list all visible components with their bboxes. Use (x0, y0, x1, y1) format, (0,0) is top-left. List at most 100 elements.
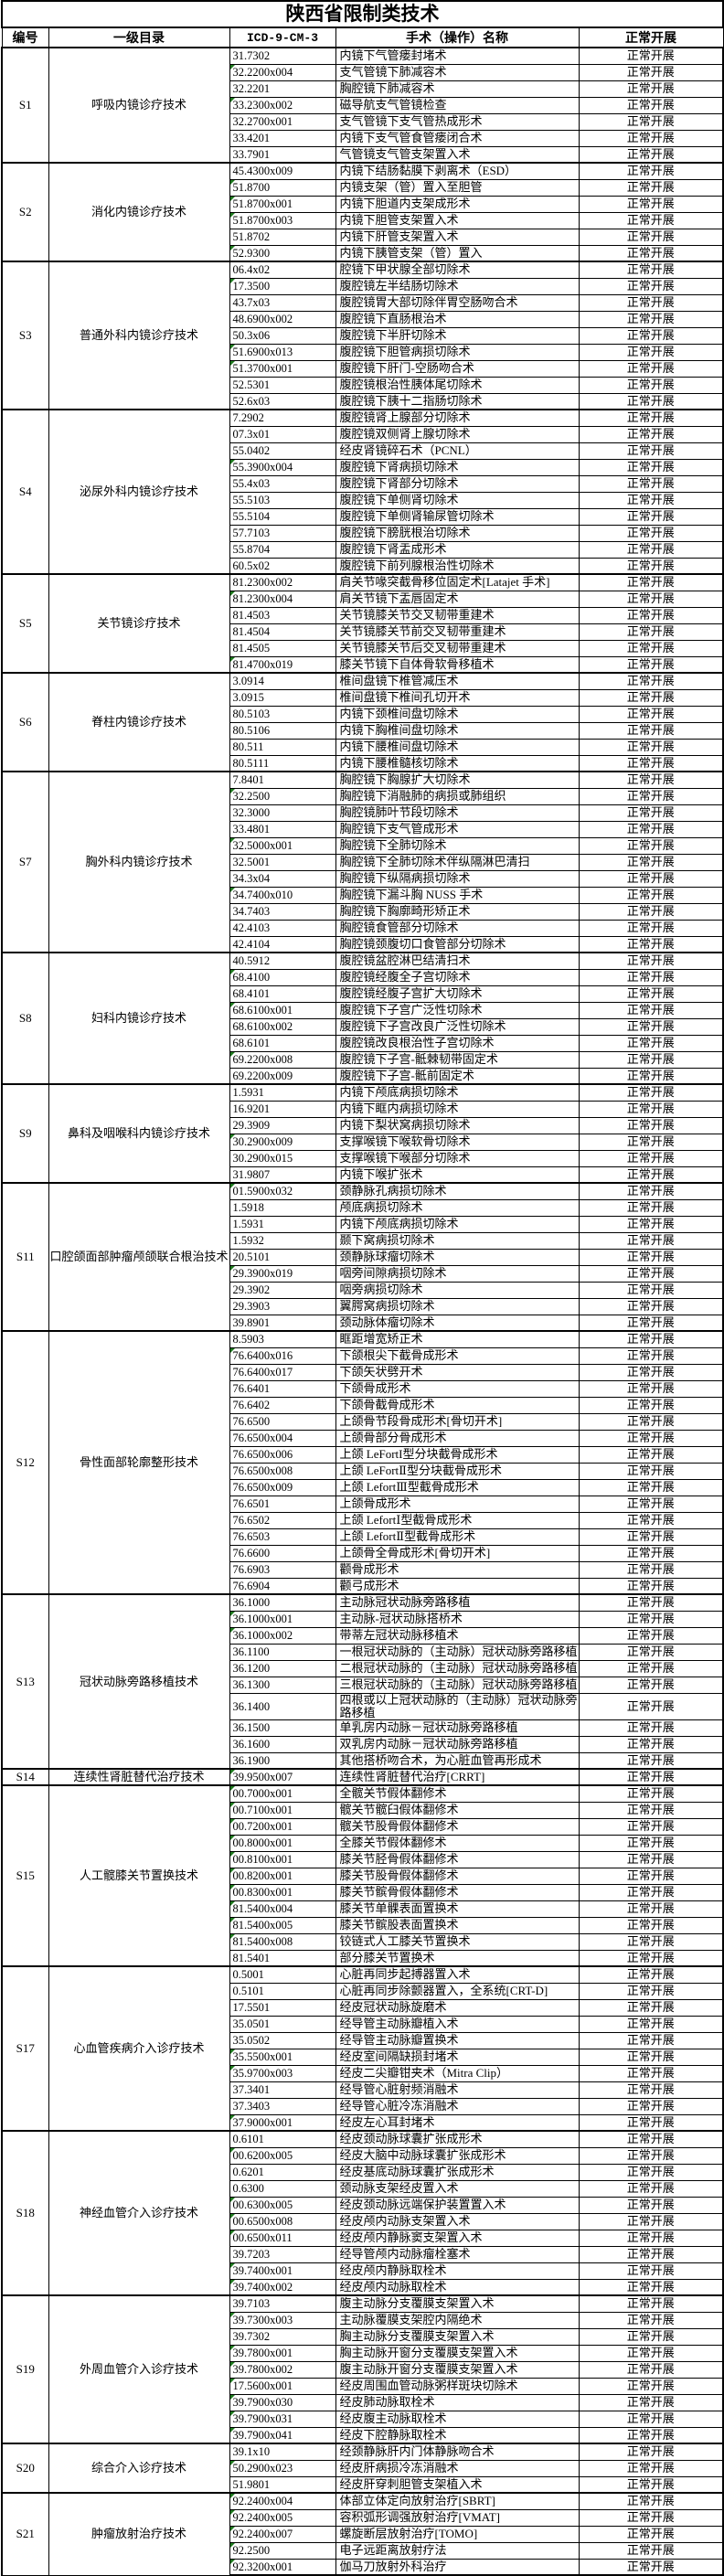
operation-name-cell: 气管镜支气管支架置入术 (335, 145, 580, 164)
table-row: 76.6500 上颌骨节段骨成形术[骨切开术] 正常开展 (2, 1412, 724, 1431)
operation-name-cell: 颈动脉体瘤切除术 (335, 1314, 580, 1332)
icd-code-cell: 8.5903 (229, 1330, 336, 1348)
operation-name-cell: 腹腔镜下肾病损切除术 (335, 458, 580, 476)
status-cell: 正常开展 (578, 474, 724, 493)
column-header-category: 一级目录 (48, 27, 230, 48)
status-cell: 正常开展 (578, 1817, 724, 1836)
status-cell: 正常开展 (578, 2015, 724, 2033)
operation-name-cell: 腹腔镜肾上腺部分切除术 (335, 409, 580, 427)
table-row: 00.8300x001 膝关节髌骨假体翻修术 正常开展 (2, 1883, 724, 1901)
operation-name-cell: 颧弓成形术 (335, 1577, 580, 1595)
icd-code-cell: 36.1400 (229, 1692, 336, 1720)
excel-flag-icon (230, 2510, 235, 2515)
status-cell: 正常开展 (578, 1182, 724, 1200)
icd-code-cell: 76.6500 (229, 1412, 336, 1431)
status-cell: 正常开展 (578, 639, 724, 657)
icd-code-cell: 92.2400x005 (229, 2508, 336, 2527)
section-id: S18 (1, 2130, 49, 2296)
operation-name-cell: 上颌 LeFortⅡ型分块截骨成形术 (335, 1462, 580, 1480)
icd-code-cell: 1.5931 (229, 1083, 336, 1102)
icd-code-cell: 76.6500x009 (229, 1478, 336, 1496)
table-row: 17.5600x001 经皮周围血管动脉粥样斑块切除术 正常开展 (2, 2377, 724, 2395)
excel-flag-icon (230, 1628, 235, 1633)
section-id: S12 (1, 1330, 49, 1595)
operation-name-cell: 经皮颅内动脉取栓术 (335, 2278, 580, 2296)
table-row: S1 呼吸内镜诊疗技术 31.7302 内镜下气管瘘封堵术 正常开展 (1, 47, 724, 164)
icd-code-cell: 76.6400x017 (229, 1363, 336, 1381)
operation-name-cell: 胸主动脉分支覆膜支架置入术 (335, 2327, 580, 2346)
icd-code-cell: 0.6300 (229, 2179, 336, 2198)
table-row: S9 鼻科及咽喉科内镜诊疗技术 1.5931 内镜下颅底病损切除术 正常开展 (1, 1083, 724, 1184)
icd-code-cell: 33.7901 (229, 145, 336, 164)
header-row: 编号 一级目录 ICD-9-CM-3 手术（操作）名称 正常开展 (1, 27, 724, 48)
table-row: S13 冠状动脉旁路移植技术 36.1000 主动脉冠状动脉旁路移植 正常开展 (1, 1593, 724, 1770)
icd-code-cell: 37.3401 (229, 2081, 336, 2099)
status-cell: 正常开展 (578, 2229, 724, 2247)
status-cell: 正常开展 (578, 425, 724, 443)
status-cell: 正常开展 (578, 1982, 724, 2000)
table-row: 32.5001 胸腔镜下全肺切除术伴纵隔淋巴清扫 正常开展 (2, 853, 724, 871)
excel-flag-icon (230, 1771, 235, 1774)
icd-code-cell: 81.4700x019 (229, 655, 336, 674)
excel-flag-icon (230, 2066, 235, 2070)
table-row: 92.2500 电子远距离放射疗法 正常开展 (2, 2541, 724, 2560)
icd-code-cell: 01.5900x032 (229, 1182, 336, 1200)
operation-name-cell: 内镜下颅底病损切除术 (335, 1215, 580, 1233)
excel-flag-icon (230, 1348, 235, 1353)
status-cell: 正常开展 (578, 96, 724, 114)
table-row: 92.2400x005 容积弧形调强放射治疗[VMAT] 正常开展 (2, 2508, 724, 2527)
operation-name-cell: 内镜下胆道内支架成形术 (335, 195, 580, 213)
operation-name-cell: 胸腔镜下漏斗胸 NUSS 手术 (335, 886, 580, 904)
section-category: 关节镜诊疗技术 (48, 573, 230, 674)
excel-flag-icon (230, 888, 235, 892)
status-cell: 正常开展 (578, 2064, 724, 2082)
excel-flag-icon (230, 2379, 235, 2383)
operation-name-cell: 主动脉冠状动脉旁路移植 (335, 1593, 580, 1612)
table-row: 52.9300 内镜下胰管支架（管）置入 正常开展 (2, 244, 724, 262)
icd-code-cell: 36.1000x002 (229, 1626, 336, 1645)
operation-name-cell: 内镜下颈椎间盘切除术 (335, 705, 580, 723)
icd-code-cell: 92.3200x001 (229, 2558, 336, 2576)
status-cell: 正常开展 (578, 1577, 724, 1595)
table-row: 17.5501 经皮冠状动脉旋磨术 正常开展 (2, 1998, 724, 2017)
operation-name-cell: 椎间盘镜下椎间孔切开术 (335, 688, 580, 707)
icd-code-cell: 36.1600 (229, 1735, 336, 1753)
status-cell: 正常开展 (578, 1067, 724, 1085)
section-id: S17 (1, 1965, 49, 2132)
table-row: 20.5101 颈静脉球瘤切除术 正常开展 (2, 1248, 724, 1266)
status-cell: 正常开展 (578, 1297, 724, 1315)
icd-code-cell: 92.2500 (229, 2541, 336, 2560)
icd-code-cell: 06.4x02 (229, 261, 336, 279)
status-cell: 正常开展 (578, 1900, 724, 1918)
operation-name-cell: 上颌 LefortⅢ型截骨成形术 (335, 1478, 580, 1496)
table-row: S12 骨性面部轮廓整形技术 8.5903 眶距增宽矫正术 正常开展 (1, 1330, 724, 1595)
table-row: 37.3401 经导管心脏射频消融术 正常开展 (2, 2081, 724, 2099)
operation-name-cell: 上颌骨部分骨成形术 (335, 1429, 580, 1447)
status-cell: 正常开展 (578, 129, 724, 147)
operation-name-cell: 腹腔镜双侧肾上腺切除术 (335, 425, 580, 443)
excel-flag-icon (230, 1918, 235, 1922)
status-cell: 正常开展 (578, 1412, 724, 1431)
section-id: S5 (1, 573, 49, 674)
status-cell: 正常开展 (578, 63, 724, 81)
status-cell: 正常开展 (578, 1445, 724, 1464)
operation-name-cell: 带蒂左冠状动脉移植术 (335, 1626, 580, 1645)
excel-flag-icon (230, 1819, 235, 1824)
section-id: S2 (1, 162, 49, 262)
section-id: S3 (1, 261, 49, 410)
status-cell: 正常开展 (578, 2048, 724, 2066)
operation-name-cell: 全膝关节假体翻修术 (335, 1834, 580, 1852)
status-cell: 正常开展 (578, 1949, 724, 1967)
excel-flag-icon (230, 345, 235, 349)
table-row: 43.7x03 腹腔镜胃大部切除伴胃空肠吻合术 正常开展 (2, 293, 724, 312)
icd-code-cell: 40.5912 (229, 952, 336, 970)
operation-name-cell: 腹腔镜下胆管病损切除术 (335, 343, 580, 361)
status-cell: 正常开展 (578, 1198, 724, 1217)
operation-name-cell: 一根冠状动脉的（主动脉）冠状动脉旁路移植 (335, 1643, 580, 1661)
status-cell: 正常开展 (578, 1751, 724, 1770)
excel-flag-icon (230, 1052, 235, 1057)
excel-flag-icon (230, 180, 235, 185)
operation-name-cell: 椎间盘镜下椎管减压术 (335, 672, 580, 690)
status-cell: 正常开展 (578, 705, 724, 723)
